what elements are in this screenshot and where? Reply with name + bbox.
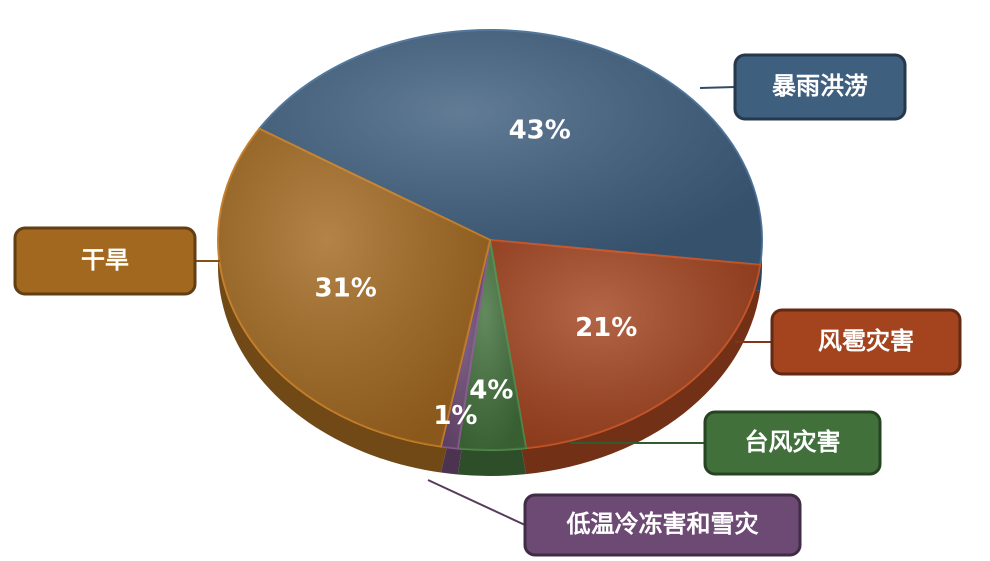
label-box [770,308,962,376]
label-box [703,410,882,476]
leader-line [427,479,526,526]
labels: 43% 暴雨洪涝 21% 风雹灾害 4% 台风灾害 1% 低温冷冻害和雪灾 31% 干旱 [13,53,962,557]
label-box [733,53,907,121]
category-label: 风雹灾害 [818,327,914,355]
value-label: 4% [469,376,513,406]
label-box [523,493,802,557]
category-label: 低温冷冻害和雪灾 [566,510,759,538]
value-label: 1% [433,401,477,431]
value-label: 21% [575,313,637,343]
slice-shine [259,30,762,265]
leader-line [699,86,736,89]
label-box [13,226,197,296]
pie [217,29,763,451]
slice-shine [490,240,761,449]
category-label: 干旱 [81,246,129,274]
slice-shine [457,240,526,450]
value-label: 43% [509,116,571,146]
category-label: 台风灾害 [745,428,841,456]
slice-shine [217,128,490,447]
value-label: 31% [315,274,377,304]
category-label: 暴雨洪涝 [772,72,868,100]
